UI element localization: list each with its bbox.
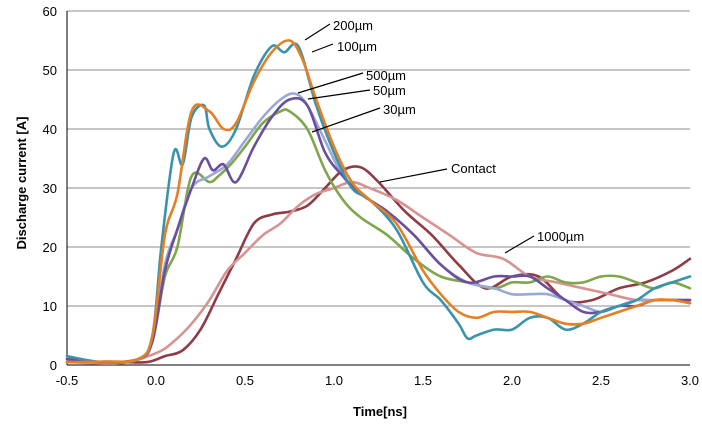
y-tick-label: 60 [43, 4, 57, 19]
annotation-1000um: 1000µm [537, 229, 584, 244]
leader-line-50um [307, 89, 371, 100]
x-tick-label: 1.5 [414, 373, 432, 388]
leader-line-100um [311, 43, 334, 53]
x-tick-label: 2.0 [503, 373, 521, 388]
annotation-contact: Contact [451, 161, 496, 176]
leader-line-200um [304, 23, 331, 41]
y-tick-label: 10 [43, 299, 57, 314]
series-line-200um [65, 39, 692, 364]
y-tick-label: 30 [43, 181, 57, 196]
leader-line-1000um [504, 235, 535, 254]
annotation-100um: 100µm [337, 39, 377, 54]
leader-line-30um [311, 107, 381, 133]
leader-line-500um [297, 72, 364, 94]
tick-labels: 0 10 20 30 40 50 60 -0.5 0.0 0.5 1.0 1.5 2.0 2.5 3.0 [43, 4, 700, 388]
x-axis-label: Time[ns] [353, 404, 407, 419]
x-tick-label: 1.0 [325, 373, 343, 388]
y-tick-label: 40 [43, 122, 57, 137]
series-line-contact [65, 165, 692, 364]
leader-line-contact [379, 168, 448, 183]
y-tick-label: 50 [43, 63, 57, 78]
y-axis-label: Discharge current [A] [14, 117, 29, 250]
annotation-50um: 50µm [373, 83, 406, 98]
x-tick-label: 0.5 [236, 373, 254, 388]
annotation-leaders [297, 23, 535, 254]
axes [66, 11, 690, 366]
y-tick-label: 0 [50, 358, 57, 373]
annotation-500um: 500µm [366, 68, 406, 83]
x-tick-label: 0.0 [147, 373, 165, 388]
y-tick-label: 20 [43, 240, 57, 255]
series-lines [65, 39, 692, 365]
series-line-30um [65, 108, 692, 364]
x-tick-label: -0.5 [56, 373, 78, 388]
annotation-30um: 30µm [383, 102, 416, 117]
x-tick-label: 2.5 [592, 373, 610, 388]
x-tick-label: 3.0 [681, 373, 699, 388]
annotation-200um: 200µm [333, 18, 373, 33]
